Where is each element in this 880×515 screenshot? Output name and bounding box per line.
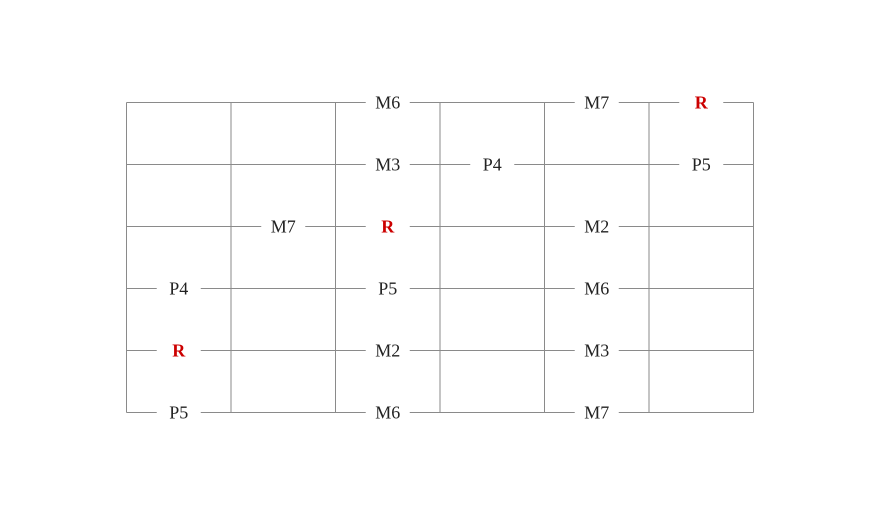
interval-label: M7 [584, 93, 609, 113]
note-label-background [365, 402, 410, 423]
interval-label: P5 [378, 279, 397, 299]
note-label-background [365, 154, 410, 175]
interval-label: P5 [692, 155, 711, 175]
interval-label: M6 [375, 93, 400, 113]
interval-label: P4 [169, 279, 188, 299]
note-label-background [365, 340, 410, 361]
root-note-label: R [695, 93, 709, 113]
note-label-background [574, 402, 619, 423]
note-label-background [574, 216, 619, 237]
root-note-label: R [381, 217, 395, 237]
note-label-background [679, 154, 724, 175]
interval-label: M7 [584, 403, 609, 423]
note-label-background [679, 92, 724, 113]
note-label-background [574, 92, 619, 113]
note-label-background [365, 278, 410, 299]
interval-label: M2 [584, 217, 609, 237]
note-label-background [156, 402, 201, 423]
note-label-background [365, 216, 410, 237]
root-note-label: R [172, 341, 186, 361]
interval-label: M6 [375, 403, 400, 423]
interval-label: M3 [375, 155, 400, 175]
interval-label: M2 [375, 341, 400, 361]
interval-label: M6 [584, 279, 609, 299]
note-label-background [574, 278, 619, 299]
note-label-background [574, 340, 619, 361]
note-label-background [261, 216, 306, 237]
note-label-background [156, 340, 201, 361]
interval-label: M3 [584, 341, 609, 361]
interval-label: M7 [271, 217, 296, 237]
note-label-background [365, 92, 410, 113]
note-label-background [156, 278, 201, 299]
interval-label: P4 [483, 155, 502, 175]
interval-label: P5 [169, 403, 188, 423]
note-label-background [470, 154, 515, 175]
